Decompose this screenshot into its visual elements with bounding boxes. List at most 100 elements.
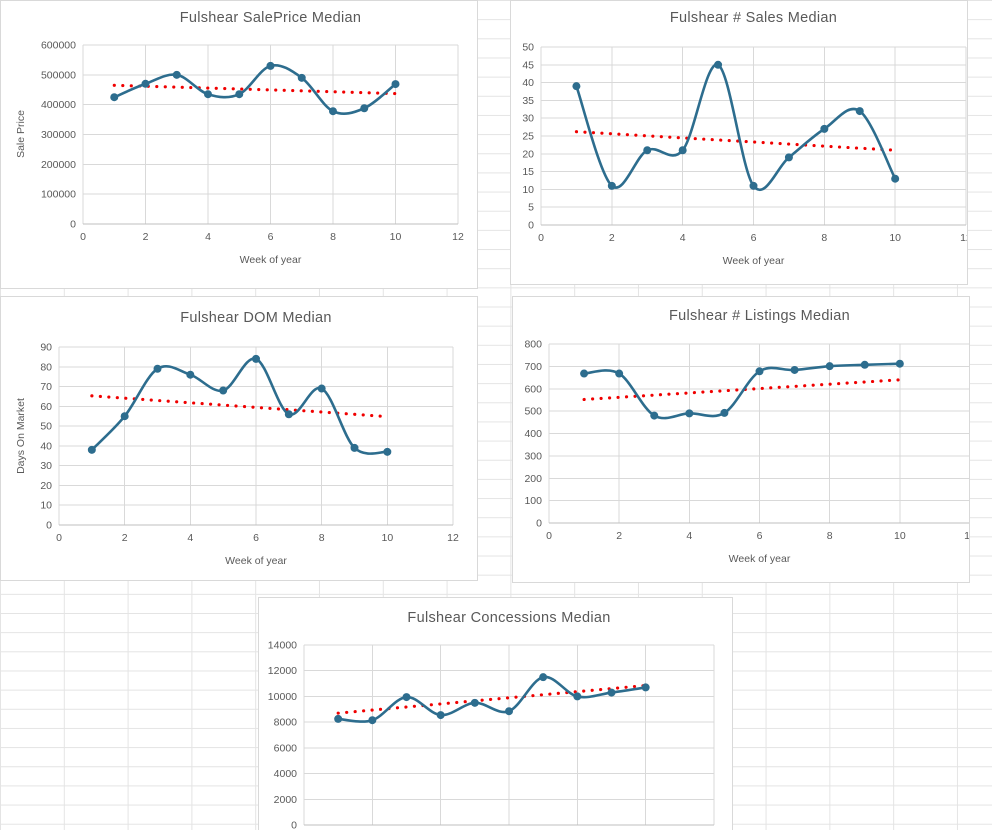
- svg-text:10: 10: [390, 231, 402, 243]
- plot-gridlines: [82, 44, 459, 224]
- svg-text:10: 10: [894, 530, 906, 542]
- plot-svg: 0200040006000800010000120001400002468101…: [268, 640, 715, 830]
- svg-text:300: 300: [524, 450, 542, 462]
- svg-text:400000: 400000: [41, 99, 76, 111]
- svg-text:35: 35: [522, 95, 534, 107]
- svg-text:500000: 500000: [41, 69, 76, 81]
- svg-text:6: 6: [751, 232, 757, 244]
- svg-text:400: 400: [524, 428, 542, 440]
- series-markers: [580, 359, 904, 420]
- y-tick-labels: 0 5 10 15 20 25 30 35 40 45 50: [522, 42, 534, 232]
- trendline: [112, 83, 398, 96]
- series-line: [582, 362, 902, 420]
- svg-text:90: 90: [40, 342, 52, 354]
- svg-text:10: 10: [40, 500, 52, 512]
- svg-text:500: 500: [524, 406, 542, 418]
- svg-text:12: 12: [447, 532, 459, 544]
- svg-text:20: 20: [522, 148, 534, 160]
- svg-text:4000: 4000: [274, 768, 298, 780]
- svg-text:6000: 6000: [274, 742, 298, 754]
- x-axis-title: Week of year: [225, 555, 287, 567]
- svg-text:100: 100: [524, 495, 542, 507]
- svg-text:200: 200: [524, 473, 542, 485]
- svg-text:0: 0: [538, 232, 544, 244]
- svg-text:40: 40: [40, 440, 52, 452]
- svg-text:14000: 14000: [268, 640, 297, 652]
- chart-saleprice-median[interactable]: Fulshear SalePrice Median Sale Price Wee…: [0, 0, 478, 289]
- chart-num-listings-median[interactable]: Fulshear # Listings Median Week of year …: [512, 296, 970, 583]
- x-tick-labels: 0 2 4 6 8 10 12: [56, 532, 459, 544]
- svg-text:50: 50: [522, 42, 534, 54]
- svg-text:4: 4: [187, 532, 193, 544]
- plot-svg: 0 5 10 15 20 25 30 35 40 45 50 0 2 4 6 8 10 12: [522, 42, 967, 245]
- svg-text:0: 0: [46, 520, 52, 532]
- svg-text:20: 20: [40, 480, 52, 492]
- svg-text:100000: 100000: [41, 189, 76, 201]
- series-markers: [334, 673, 650, 725]
- svg-text:4: 4: [680, 232, 686, 244]
- x-axis-title: Week of year: [239, 254, 302, 266]
- svg-text:6: 6: [757, 530, 763, 542]
- chart-num-sales-median[interactable]: Fulshear # Sales Median Week of year 0 5 1…: [510, 0, 968, 285]
- x-axis-title: Week of year: [722, 255, 785, 267]
- y-tick-labels: 0 100000 200000 300000 400000 500000 600000: [41, 40, 76, 231]
- plot-svg: 0 10 20 30 40 50 60 70 80 90 0 2 4 6 8 10 12: [40, 342, 459, 545]
- svg-text:30: 30: [522, 113, 534, 125]
- svg-text:2000: 2000: [274, 794, 298, 806]
- series-line: [575, 63, 897, 191]
- series-line: [90, 357, 389, 455]
- svg-text:10: 10: [381, 532, 393, 544]
- series-markers: [87, 354, 392, 456]
- chart-title: Fulshear Concessions Median: [407, 610, 611, 626]
- svg-text:200000: 200000: [41, 159, 76, 171]
- svg-text:2: 2: [122, 532, 128, 544]
- svg-text:0: 0: [536, 518, 542, 530]
- svg-text:10: 10: [889, 232, 901, 244]
- svg-text:8: 8: [821, 232, 827, 244]
- x-tick-labels: 0 2 4 6 8 10 12: [80, 231, 464, 243]
- svg-text:2: 2: [609, 232, 615, 244]
- chart-dom-median[interactable]: Fulshear DOM Median Days On Market Week …: [0, 296, 478, 581]
- svg-text:0: 0: [80, 231, 86, 243]
- svg-text:0: 0: [546, 530, 552, 542]
- series-line: [112, 64, 397, 116]
- svg-text:2: 2: [143, 231, 149, 243]
- svg-text:6: 6: [253, 532, 259, 544]
- plot-svg: 0 100000 200000 300000 400000 500000 600000 0 2 4…: [41, 40, 464, 244]
- series-line: [336, 675, 647, 723]
- svg-text:12: 12: [452, 231, 464, 243]
- svg-text:300000: 300000: [41, 129, 76, 141]
- plot-gridlines: [303, 644, 715, 825]
- svg-text:4: 4: [686, 530, 692, 542]
- x-axis-title: Week of year: [728, 553, 791, 565]
- y-tick-labels: 0 10 20 30 40 50 60 70 80 90: [40, 342, 52, 532]
- plot-gridlines: [58, 346, 454, 525]
- series-markers: [110, 61, 400, 116]
- svg-text:50: 50: [40, 421, 52, 433]
- plot-gridlines: [548, 343, 969, 523]
- svg-text:15: 15: [522, 166, 534, 178]
- svg-text:5: 5: [528, 202, 534, 214]
- trendline: [582, 378, 902, 402]
- y-tick-labels: 0 100 200 300 400 500 600 700 800: [524, 339, 542, 530]
- svg-text:700: 700: [524, 361, 542, 373]
- svg-text:4: 4: [205, 231, 211, 243]
- svg-text:0: 0: [70, 219, 76, 231]
- svg-text:12000: 12000: [268, 665, 297, 677]
- chart-concessions-median[interactable]: Fulshear Concessions Median 0 2000 4000 600…: [258, 597, 733, 830]
- svg-text:600000: 600000: [41, 40, 76, 52]
- svg-text:10: 10: [522, 184, 534, 196]
- svg-text:12: 12: [964, 530, 970, 542]
- svg-text:40: 40: [522, 77, 534, 89]
- svg-text:0: 0: [56, 532, 62, 544]
- svg-text:800: 800: [524, 339, 542, 351]
- chart-title: Fulshear # Listings Median: [668, 308, 851, 324]
- svg-text:8: 8: [827, 530, 833, 542]
- svg-text:80: 80: [40, 361, 52, 373]
- svg-text:10000: 10000: [268, 691, 297, 703]
- svg-text:60: 60: [40, 401, 52, 413]
- chart-title: Fulshear SalePrice Median: [179, 10, 362, 26]
- chart-title: Fulshear # Sales Median: [669, 10, 838, 26]
- svg-text:70: 70: [40, 381, 52, 393]
